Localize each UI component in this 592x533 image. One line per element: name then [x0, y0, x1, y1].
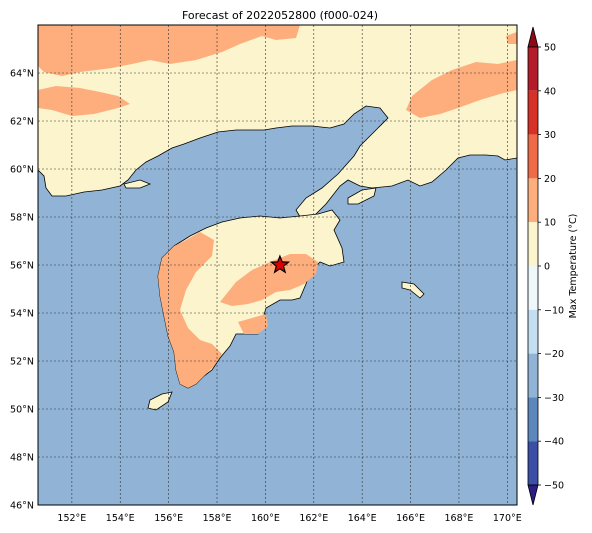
lat-tick-label: 62°N [10, 117, 34, 128]
colorbar-tick-label: 40 [544, 86, 556, 97]
lon-tick-label: 152°E [57, 513, 86, 524]
warm-patches [38, 25, 517, 388]
map-panel: 152°E 154°E 156°E 158°E 160°E 162°E 164°E 166°E… [10, 24, 522, 525]
colorbar-bin [528, 441, 538, 485]
colorbar-tick-label: 10 [544, 218, 556, 229]
lat-tick-label: 60°N [10, 165, 34, 176]
lat-tick-label: 64°N [10, 69, 34, 80]
lat-tick-label: 50°N [10, 405, 34, 416]
location-marker [269, 254, 291, 274]
colorbar-tick-label: −20 [544, 349, 564, 360]
colorbar-bin [528, 353, 538, 398]
lon-tick-label: 166°E [396, 513, 425, 524]
lat-tick-label: 46°N [10, 501, 34, 512]
lon-tick-label: 156°E [154, 513, 183, 524]
lon-tick-label: 154°E [106, 513, 135, 524]
colorbar-extend-max [527, 26, 539, 48]
figure-title: Forecast of 2022052800 (f000-024) [182, 9, 378, 22]
warm-patch-kamchatka-central [220, 254, 318, 306]
colorbar-bin [528, 90, 538, 135]
lat-tick-label: 54°N [10, 309, 34, 320]
colorbar-tick-label: −50 [544, 481, 564, 492]
commander-island [401, 281, 425, 299]
colorbar-tick-label: 0 [544, 262, 550, 273]
lat-tick-label: 48°N [10, 453, 34, 464]
northern-mainland [38, 25, 517, 221]
star-icon [269, 254, 291, 274]
peninsula-strip [123, 179, 152, 189]
colorbar-bin [528, 178, 538, 223]
colorbar-bin [528, 47, 538, 91]
warm-patch-edge [506, 32, 517, 44]
warm-patch-north [38, 25, 300, 76]
map-frame [37, 24, 518, 506]
land-layer [38, 25, 517, 411]
graticule [38, 25, 517, 505]
lon-tick-label: 170°E [493, 513, 522, 524]
warm-patch-kamchatka-south [238, 314, 268, 334]
colorbar-tick-label: −30 [544, 393, 564, 404]
colorbar-extend-min [527, 484, 539, 506]
colorbar-label: Max Temperature (°C) [568, 214, 579, 319]
colorbar-tick-label: −40 [544, 437, 564, 448]
colorbar: 50 40 30 20 10 0 −10 −20 −30 −40 −50 Max Temperatur… [527, 26, 579, 506]
lon-tick-label: 160°E [251, 513, 280, 524]
lon-tick-label: 164°E [348, 513, 377, 524]
colorbar-tick-label: 50 [544, 43, 556, 54]
colorbar-bin [528, 397, 538, 442]
colorbar-tick-label: 30 [544, 130, 556, 141]
lon-tick-label: 158°E [203, 513, 232, 524]
warm-patch-east [406, 60, 517, 118]
colorbar-tick-label: −10 [544, 305, 564, 316]
lat-tick-label: 56°N [10, 261, 34, 272]
colorbar-bin [528, 134, 538, 179]
kuril-island [147, 391, 173, 411]
axis-tick-labels: 152°E 154°E 156°E 158°E 160°E 162°E 164°E 166°E… [10, 69, 522, 525]
warm-patch-kamchatka-west [158, 232, 222, 388]
lat-tick-label: 52°N [10, 357, 34, 368]
lon-tick-label: 162°E [299, 513, 328, 524]
warm-patch-west [38, 86, 130, 116]
lat-tick-label: 58°N [10, 213, 34, 224]
colorbar-bin [528, 309, 538, 354]
colorbar-bin [528, 222, 538, 266]
colorbar-tick-label: 20 [544, 174, 556, 185]
lon-tick-label: 168°E [444, 513, 473, 524]
colorbar-bin [528, 266, 538, 310]
